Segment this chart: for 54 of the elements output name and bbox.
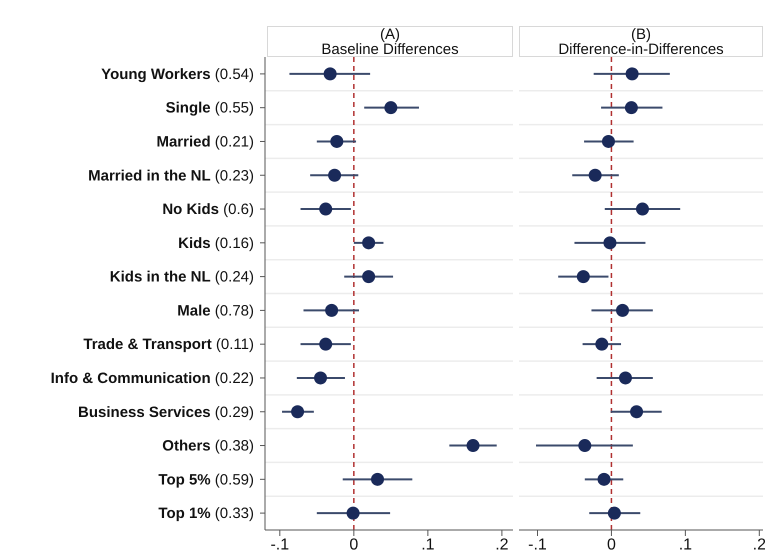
chart-subtitle: Difference-in-Differences: [557, 41, 725, 58]
y-tick-label: Kids in the NL (0.24): [110, 268, 254, 286]
point: [618, 371, 632, 384]
chart-title: (A): [379, 26, 401, 43]
point: [630, 405, 644, 418]
point: [636, 202, 649, 216]
point: [330, 134, 344, 148]
y-tick-label: Others (0.38): [162, 438, 254, 455]
point: [603, 236, 616, 250]
point: [588, 168, 602, 182]
y-tick-label: Male (0.78): [177, 302, 254, 320]
point: [324, 67, 337, 80]
chart-subtitle: Baseline Differences: [320, 41, 460, 58]
point: [291, 405, 304, 418]
point: [362, 270, 376, 284]
y-tick-label: Kids (0.16): [178, 234, 254, 252]
point: [362, 236, 376, 250]
x-tick-label: 0: [349, 536, 358, 554]
point: [626, 67, 639, 80]
x-tick-label: -.1: [528, 536, 547, 554]
y-tick-label: No Kids (0.6): [162, 201, 254, 218]
y-tick-label: Young Workers (0.54): [101, 66, 254, 83]
y-tick-label: Single (0.55): [166, 100, 254, 117]
point: [371, 472, 384, 486]
y-tick-label: Top 5% (0.59): [158, 471, 254, 488]
y-tick-label: Top 1% (0.33): [158, 505, 254, 522]
y-tick-label: Trade & Transport (0.11): [83, 336, 254, 354]
point: [624, 101, 638, 114]
x-tick-label: .1: [678, 536, 692, 554]
point: [466, 439, 480, 452]
x-tick-label: 0: [606, 536, 616, 554]
x-tick-label: .2: [495, 536, 509, 554]
y-tick-label: Business Services (0.29): [78, 404, 254, 421]
point: [595, 338, 608, 351]
y-tick-label: Married (0.21): [156, 133, 254, 150]
point: [598, 472, 611, 486]
point: [602, 134, 615, 148]
point: [578, 439, 592, 452]
point: [319, 202, 332, 216]
point: [314, 371, 328, 384]
y-tick-label: Married in the NL (0.23): [88, 167, 254, 184]
point: [325, 304, 338, 317]
point: [616, 304, 630, 317]
point: [328, 168, 342, 182]
point: [608, 506, 621, 520]
point: [319, 338, 332, 351]
x-tick-label: .2: [752, 536, 765, 554]
y-tick-label: Info & Communication (0.22): [50, 370, 254, 387]
x-tick-label: -.1: [270, 536, 290, 554]
chart-title: (B): [630, 26, 652, 43]
x-tick-label: .1: [421, 536, 435, 554]
point: [384, 101, 398, 114]
point: [576, 270, 590, 284]
point: [346, 506, 360, 520]
